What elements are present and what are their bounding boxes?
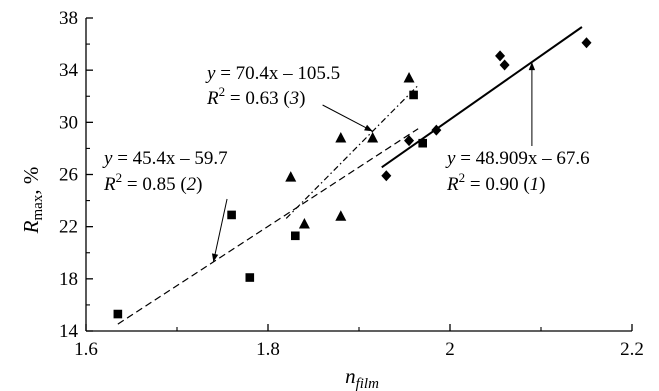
arrow-1-head [528, 62, 536, 71]
axes: 14 18 22 26 30 34 38 1.6 1.8 2 2.2 [59, 8, 644, 360]
r2-3: R2 = 0.63 (3) [206, 84, 305, 109]
y-tick-label: 30 [59, 112, 78, 133]
fit-line-1 [381, 26, 583, 169]
square-point [227, 210, 236, 220]
fit-lines [117, 26, 583, 325]
triangle-point [335, 210, 347, 221]
arrow-3-head [364, 124, 373, 132]
x-tick-label: 2 [445, 339, 455, 360]
square-point [245, 273, 255, 282]
triangle-point [285, 171, 297, 182]
diamond-point [581, 37, 592, 49]
equation-2: y = 45.4x – 59.7 [102, 148, 228, 169]
square-point [291, 231, 300, 241]
data-points [113, 37, 592, 319]
r2-2: R2 = 0.85 (2) [103, 170, 202, 195]
arrow-2 [212, 198, 228, 263]
x-tick-label: 2.2 [620, 339, 644, 360]
diamond-point [499, 59, 510, 71]
y-tick-label: 14 [59, 321, 79, 342]
triangle-point [298, 218, 310, 229]
arrow-3 [322, 104, 373, 132]
equation-3: y = 70.4x – 105.5 [205, 63, 340, 84]
square-point [418, 138, 427, 148]
annotation-arrows [211, 62, 536, 263]
y-tick-label: 18 [59, 269, 78, 290]
triangle-point [335, 131, 347, 143]
y-tick-label: 22 [59, 217, 78, 238]
y-axis-label: Rmax, % [19, 167, 46, 235]
diamond-point [404, 135, 415, 147]
x-tick-label: 1.6 [74, 339, 98, 360]
x-tick-label: 1.8 [256, 339, 280, 360]
diamond-point [431, 124, 442, 136]
x-axis-label: nfilm [345, 364, 379, 391]
equation-1: y = 48.909x – 67.6 [445, 148, 590, 169]
arrow-2-head [211, 253, 219, 262]
y-tick-label: 38 [59, 8, 78, 29]
r2-1: R2 = 0.90 (1) [446, 170, 545, 195]
diamond-point [381, 170, 392, 182]
square-point [113, 309, 123, 319]
diamond-point [495, 50, 506, 62]
y-tick-label: 34 [59, 60, 79, 81]
triangle-point [403, 71, 415, 83]
triangle-point [367, 131, 379, 143]
fit-line-2 [117, 128, 419, 325]
square-point [409, 90, 418, 100]
fit-line-3 [285, 84, 419, 219]
y-tick-label: 26 [59, 165, 78, 186]
